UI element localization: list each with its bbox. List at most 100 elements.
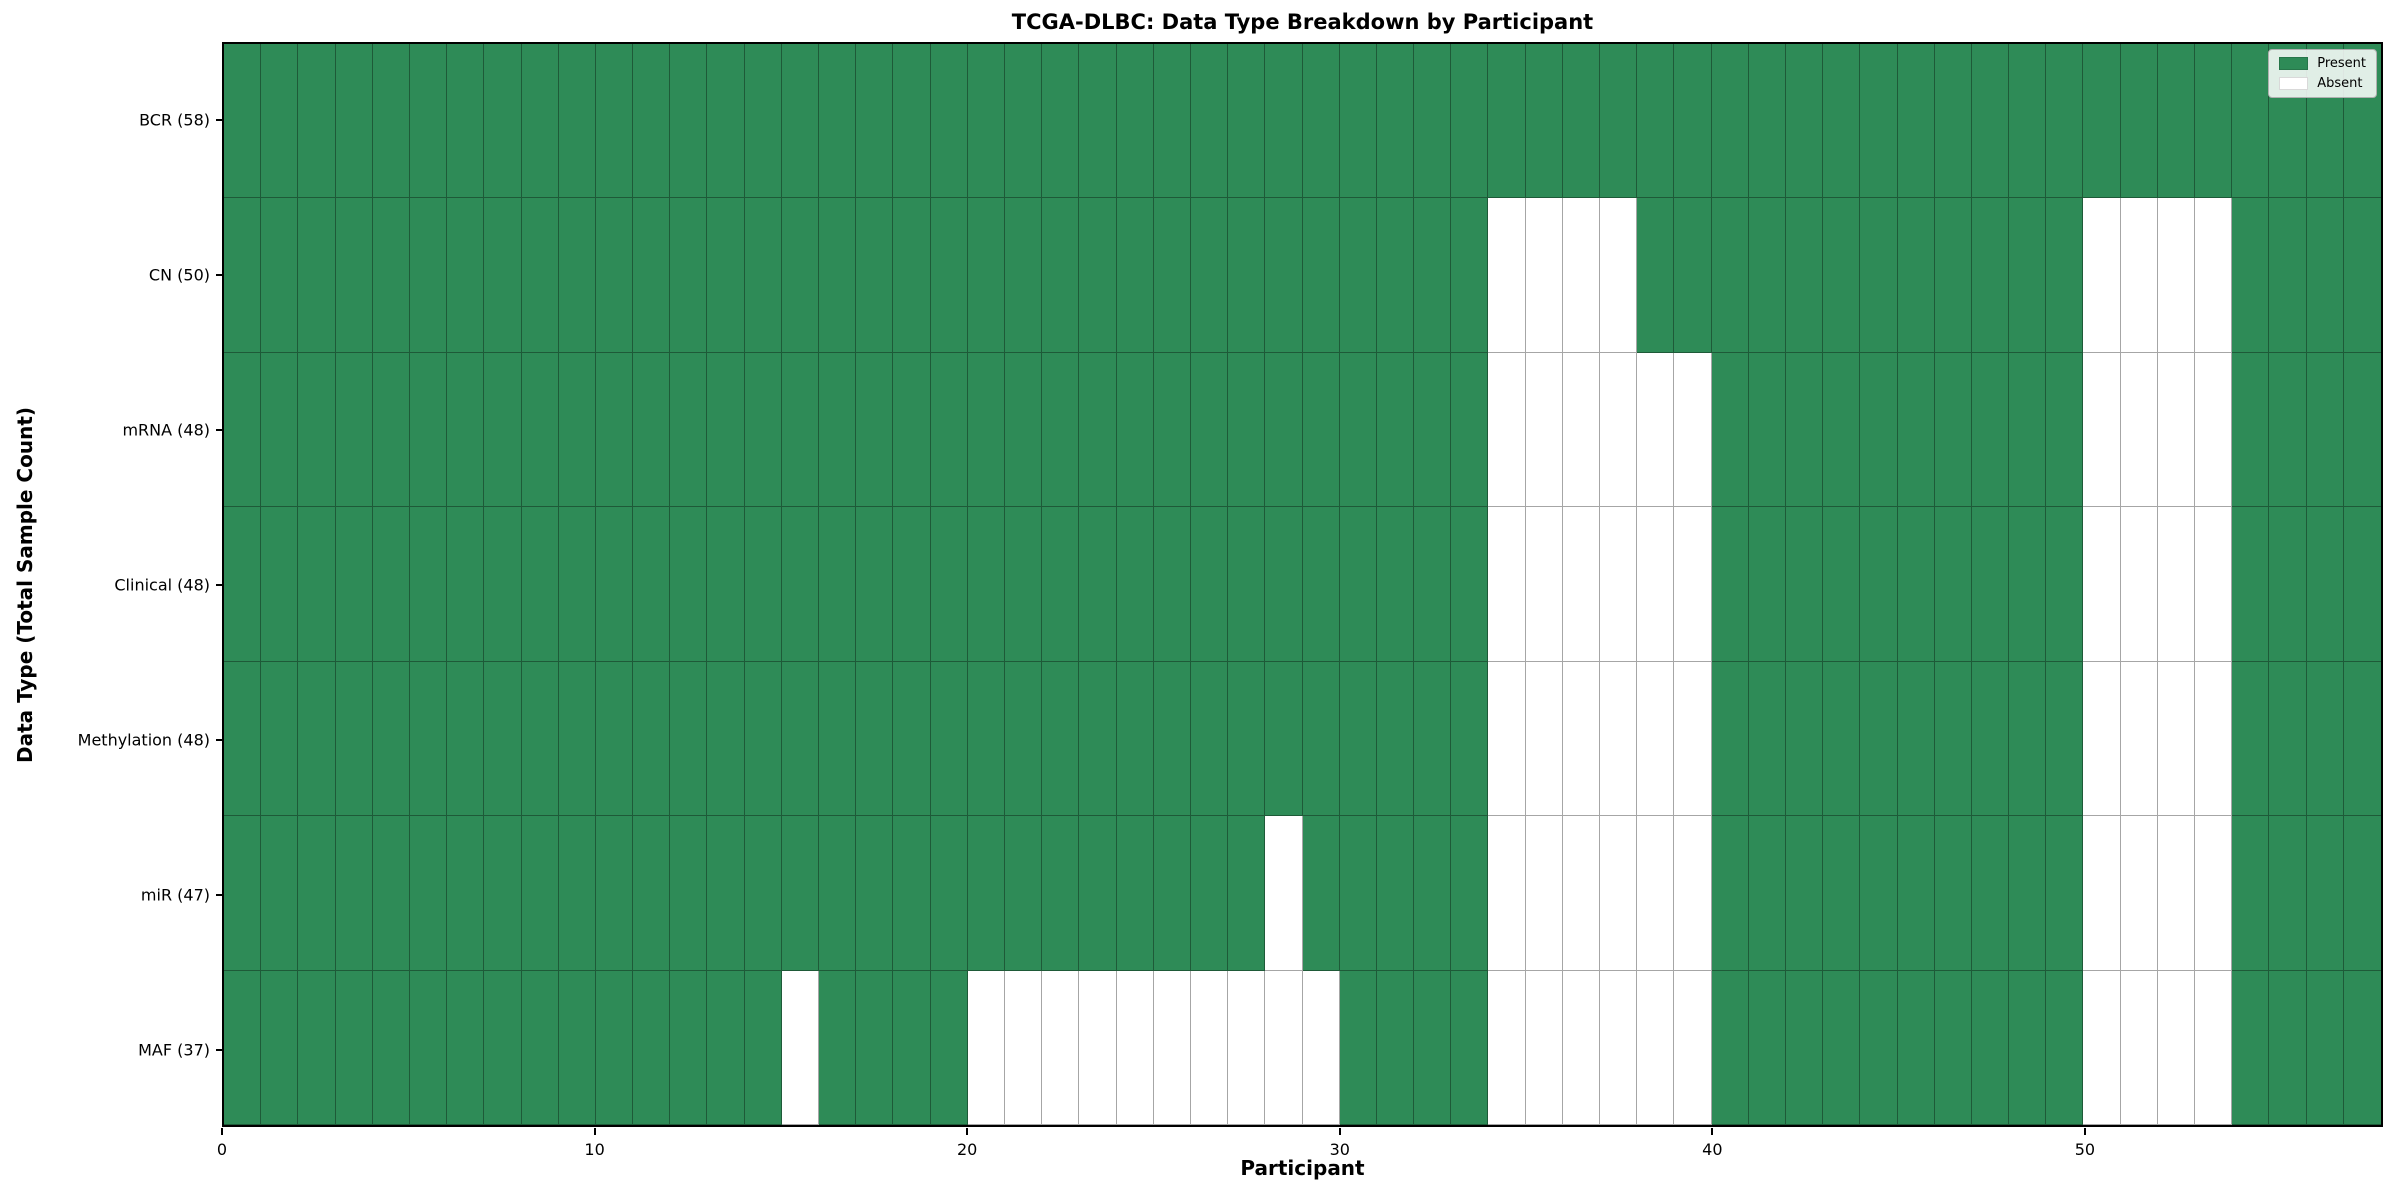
y-tick-label-Clinical: Clinical (48) [114, 575, 210, 594]
cell-BCR-40 [1711, 44, 1749, 199]
cell-mRNA-43 [1823, 352, 1861, 508]
cell-CN-38 [1637, 198, 1675, 353]
cell-mRNA-18 [893, 352, 931, 508]
cell-BCR-37 [1600, 44, 1638, 199]
cell-mRNA-22 [1042, 352, 1080, 508]
cell-mRNA-9 [558, 352, 596, 508]
cell-Methylation-8 [521, 661, 559, 817]
cell-CN-52 [2157, 198, 2196, 353]
cell-BCR-49 [2046, 44, 2084, 199]
x-tick-label-20: 20 [956, 1140, 978, 1159]
cell-mRNA-17 [856, 352, 894, 508]
cell-MAF-12 [670, 970, 708, 1125]
cell-mRNA-39 [1674, 352, 1712, 508]
cell-MAF-14 [744, 970, 782, 1125]
cell-miR-12 [670, 816, 708, 971]
cell-Clinical-0 [224, 507, 262, 662]
cell-mRNA-21 [1004, 352, 1043, 508]
cell-miR-28 [1265, 816, 1303, 971]
cell-miR-1 [261, 816, 299, 971]
cell-MAF-36 [1562, 970, 1601, 1125]
cell-MAF-53 [2195, 970, 2233, 1125]
cell-MAF-13 [707, 970, 745, 1125]
cell-Methylation-13 [707, 661, 745, 817]
cell-miR-51 [2120, 816, 2158, 971]
cell-Clinical-12 [670, 507, 708, 662]
cell-miR-0 [224, 816, 262, 971]
cell-BCR-5 [409, 44, 448, 199]
cell-miR-16 [819, 816, 857, 971]
cell-Methylation-9 [558, 661, 596, 817]
cell-mRNA-13 [707, 352, 745, 508]
cell-MAF-52 [2157, 970, 2196, 1125]
x-tick-label-40: 40 [1702, 1140, 1723, 1159]
cell-miR-39 [1674, 816, 1712, 971]
cell-CN-4 [372, 198, 410, 353]
cell-BCR-33 [1451, 44, 1489, 199]
cell-CN-16 [819, 198, 857, 353]
cell-Methylation-22 [1042, 661, 1080, 817]
cell-MAF-8 [521, 970, 559, 1125]
cell-Clinical-45 [1897, 507, 1935, 662]
x-tick-mark-10 [593, 1128, 596, 1135]
cell-miR-56 [2306, 816, 2344, 971]
cell-BCR-36 [1562, 44, 1601, 199]
cell-CN-17 [856, 198, 894, 353]
cell-CN-39 [1674, 198, 1712, 353]
cell-mRNA-4 [372, 352, 410, 508]
legend-swatch-absent-icon [2279, 77, 2309, 90]
cell-miR-31 [1376, 816, 1415, 971]
cell-CN-51 [2120, 198, 2158, 353]
cell-BCR-12 [670, 44, 708, 199]
cell-CN-21 [1004, 198, 1043, 353]
cell-MAF-55 [2269, 970, 2307, 1125]
cell-BCR-7 [484, 44, 522, 199]
cell-CN-5 [409, 198, 448, 353]
cell-Methylation-14 [744, 661, 782, 817]
cell-MAF-17 [856, 970, 894, 1125]
cell-mRNA-54 [2232, 352, 2270, 508]
cell-mRNA-57 [2343, 352, 2381, 508]
cell-Methylation-20 [967, 661, 1005, 817]
cell-CN-33 [1451, 198, 1489, 353]
cell-CN-48 [2009, 198, 2047, 353]
cell-Clinical-20 [967, 507, 1005, 662]
cell-BCR-44 [1860, 44, 1898, 199]
cell-BCR-47 [1971, 44, 2010, 199]
cell-miR-15 [781, 816, 820, 971]
cell-miR-11 [633, 816, 671, 971]
cell-BCR-21 [1004, 44, 1043, 199]
legend: Present Absent [2268, 49, 2377, 98]
cell-Methylation-7 [484, 661, 522, 817]
cell-mRNA-44 [1860, 352, 1898, 508]
plot-area: Present Absent [222, 42, 2383, 1127]
cell-Methylation-56 [2306, 661, 2344, 817]
cell-Clinical-8 [521, 507, 559, 662]
cell-miR-38 [1637, 816, 1675, 971]
cell-BCR-23 [1079, 44, 1117, 199]
cell-miR-9 [558, 816, 596, 971]
cell-MAF-0 [224, 970, 262, 1125]
cell-CN-1 [261, 198, 299, 353]
cell-Clinical-51 [2120, 507, 2158, 662]
cell-Methylation-32 [1414, 661, 1452, 817]
cell-Clinical-17 [856, 507, 894, 662]
cell-mRNA-6 [447, 352, 485, 508]
cell-CN-24 [1116, 198, 1154, 353]
cell-mRNA-14 [744, 352, 782, 508]
cell-Clinical-11 [633, 507, 671, 662]
cell-MAF-27 [1228, 970, 1266, 1125]
cell-MAF-32 [1414, 970, 1452, 1125]
cell-Methylation-28 [1265, 661, 1303, 817]
cell-miR-57 [2343, 816, 2381, 971]
cell-Methylation-49 [2046, 661, 2084, 817]
cell-Clinical-57 [2343, 507, 2381, 662]
cell-Clinical-7 [484, 507, 522, 662]
cell-miR-52 [2157, 816, 2196, 971]
cell-Methylation-2 [298, 661, 336, 817]
x-axis-label: Participant [1240, 1156, 1365, 1180]
cell-mRNA-5 [409, 352, 448, 508]
cell-Methylation-44 [1860, 661, 1898, 817]
y-tick-mark-miR [216, 893, 222, 896]
